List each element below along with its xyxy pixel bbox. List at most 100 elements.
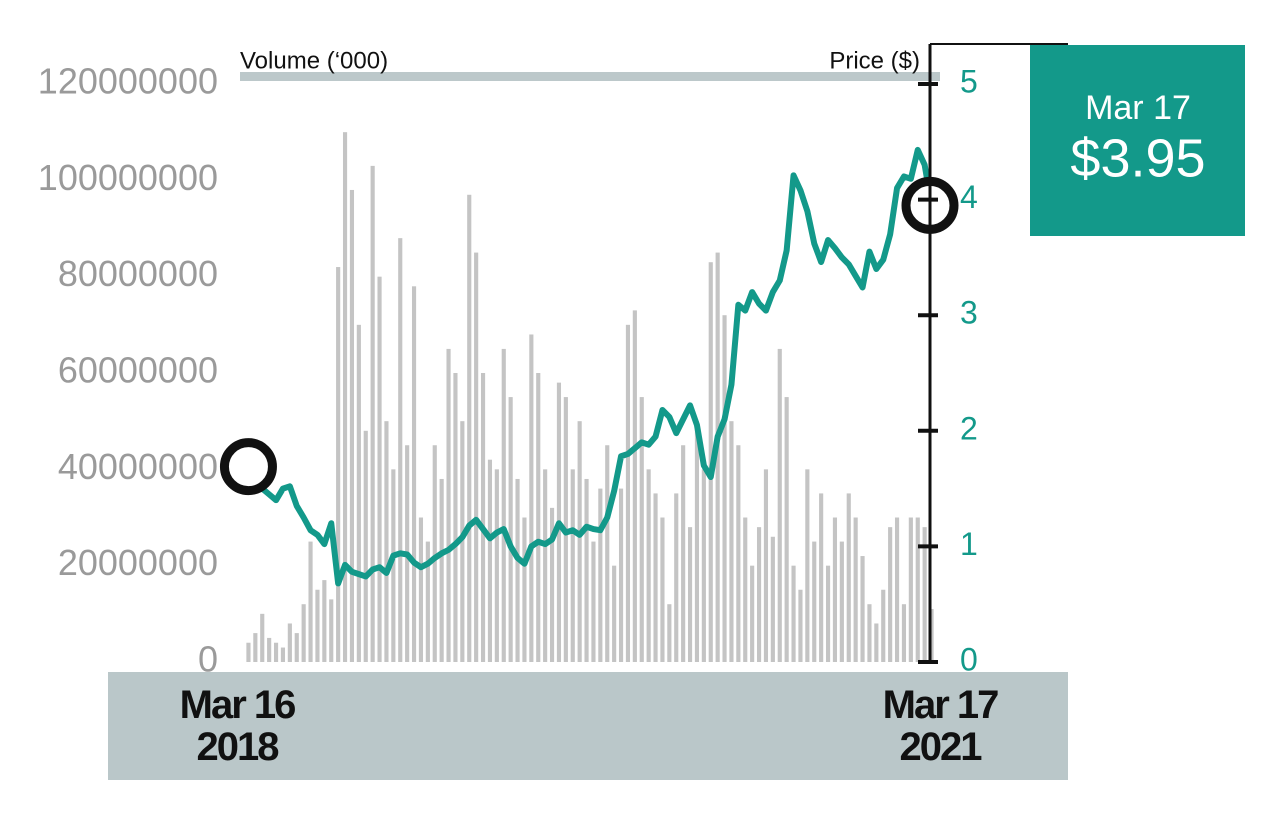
volume-bar bbox=[798, 589, 803, 662]
y2-tick-label: 5 bbox=[960, 63, 978, 99]
volume-bar bbox=[605, 445, 610, 662]
volume-bar bbox=[260, 613, 265, 662]
volume-bar bbox=[515, 478, 520, 662]
x-band bbox=[108, 672, 1068, 780]
volume-bar bbox=[294, 633, 299, 662]
volume-bar bbox=[612, 565, 617, 662]
volume-bar bbox=[418, 517, 424, 662]
y2-tick-label: 0 bbox=[960, 641, 978, 677]
volume-bar bbox=[584, 478, 589, 662]
price-line bbox=[245, 146, 935, 587]
volume-bar bbox=[273, 642, 279, 662]
volume-bar bbox=[770, 536, 775, 662]
volume-bar bbox=[467, 194, 472, 663]
callout-box bbox=[1030, 45, 1245, 236]
volume-bar bbox=[625, 324, 631, 662]
y-tick-label: 60000000 bbox=[58, 350, 218, 391]
volume-bar bbox=[639, 397, 644, 662]
volume-bar bbox=[329, 599, 334, 662]
volume-bar bbox=[598, 488, 603, 662]
volume-bar bbox=[908, 517, 913, 662]
volume-bar bbox=[391, 469, 396, 662]
y-tick-label: 80000000 bbox=[58, 253, 218, 294]
volume-bar bbox=[701, 469, 706, 662]
y-axis-label: Volume (‘000) bbox=[240, 47, 388, 74]
volume-bar bbox=[322, 580, 327, 662]
volume-bar bbox=[363, 430, 368, 662]
top-band bbox=[240, 72, 940, 81]
volume-bar bbox=[812, 541, 817, 662]
volume-bar bbox=[508, 397, 513, 662]
volume-bar bbox=[356, 324, 361, 662]
volume-bar bbox=[446, 348, 451, 662]
volume-bar bbox=[432, 445, 437, 662]
y2-tick-label: 1 bbox=[960, 526, 978, 562]
y2-tick-label: 4 bbox=[960, 179, 978, 215]
volume-bar bbox=[280, 647, 286, 662]
volume-bar bbox=[694, 421, 700, 662]
volume-bar bbox=[901, 604, 907, 662]
volume-bar bbox=[549, 507, 555, 662]
volume-bar bbox=[805, 469, 810, 662]
volume-bar bbox=[246, 642, 251, 662]
volume-bar bbox=[336, 267, 341, 662]
volume-bar bbox=[494, 469, 499, 662]
y2-tick-label: 2 bbox=[960, 410, 978, 446]
volume-bar bbox=[660, 517, 665, 662]
volume-bar bbox=[411, 286, 417, 662]
volume-bar bbox=[384, 421, 389, 662]
volume-bar bbox=[487, 459, 493, 662]
volume-bar bbox=[756, 527, 762, 662]
volume-bar bbox=[832, 517, 838, 662]
volume-bar bbox=[874, 623, 879, 662]
volume-bar bbox=[287, 623, 292, 662]
volume-bar bbox=[536, 373, 541, 662]
volume-bar bbox=[687, 527, 693, 662]
x-tick-label: Mar 16 2018 bbox=[179, 683, 297, 769]
volume-bar bbox=[791, 565, 796, 662]
volume-bar bbox=[474, 252, 479, 663]
volume-bar bbox=[480, 373, 486, 662]
volume-bar bbox=[846, 493, 851, 662]
volume-bar bbox=[784, 397, 789, 662]
volume-bar bbox=[915, 517, 920, 662]
volume-bar bbox=[308, 541, 313, 662]
volume-bar bbox=[736, 445, 741, 662]
volume-bar bbox=[894, 517, 900, 662]
volume-bar bbox=[529, 334, 534, 662]
volume-bar bbox=[681, 445, 686, 662]
volume-bar bbox=[722, 315, 727, 662]
volume-bar bbox=[743, 517, 748, 662]
volume-bar bbox=[825, 565, 831, 662]
volume-bar bbox=[763, 469, 769, 662]
y2-axis-label: Price ($) bbox=[829, 47, 920, 74]
volume-bar bbox=[860, 556, 865, 662]
volume-bar bbox=[853, 517, 858, 662]
volume-bar bbox=[267, 637, 272, 662]
volume-bar bbox=[425, 541, 430, 662]
volume-bar bbox=[750, 565, 755, 662]
volume-bar bbox=[929, 609, 934, 662]
volume-bar bbox=[674, 493, 679, 662]
volume-bar bbox=[398, 238, 403, 662]
volume-bar bbox=[632, 310, 637, 662]
volume-bar bbox=[653, 493, 658, 662]
volume-bar bbox=[922, 527, 927, 662]
volume-bar bbox=[591, 541, 596, 662]
volume-bar bbox=[460, 421, 465, 662]
y2-tick-label: 3 bbox=[960, 295, 978, 331]
volume-bar bbox=[301, 604, 306, 662]
volume-bar bbox=[349, 189, 355, 662]
volume-bar bbox=[501, 348, 506, 662]
y-tick-label: 100000000 bbox=[38, 157, 218, 198]
volume-bar bbox=[888, 527, 893, 662]
y-tick-label: 0 bbox=[198, 639, 218, 680]
plot bbox=[219, 132, 959, 663]
volume-bar bbox=[453, 373, 458, 662]
volume-bar bbox=[439, 478, 444, 662]
x-tick-label: Mar 17 2021 bbox=[882, 683, 1000, 769]
y-tick-label: 20000000 bbox=[58, 542, 218, 583]
volume-bar bbox=[667, 604, 672, 662]
